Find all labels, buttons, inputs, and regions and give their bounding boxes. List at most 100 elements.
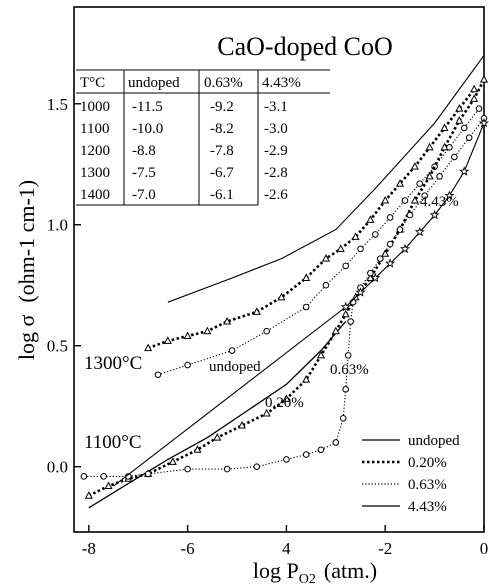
data-point	[262, 408, 271, 417]
x-axis-label-main: log P	[253, 558, 299, 583]
data-point	[351, 232, 360, 240]
x-tick-label: -6	[181, 539, 195, 558]
data-point	[302, 273, 311, 281]
data-point	[440, 142, 449, 151]
x-axis-label-sub: O2	[299, 572, 316, 585]
data-point	[395, 179, 405, 187]
data-point	[340, 301, 351, 312]
data-point	[237, 420, 246, 429]
data-point	[322, 281, 330, 289]
data-point	[144, 343, 153, 352]
data-point	[331, 326, 340, 335]
data-point	[460, 124, 468, 132]
table-cell: -3.1	[264, 99, 288, 115]
data-point	[321, 254, 330, 262]
data-point	[376, 255, 384, 262]
series-line	[83, 117, 485, 477]
annotation-1300c: 1300°C	[84, 353, 142, 374]
x-tick-label: 0	[480, 539, 489, 558]
series-layer	[80, 55, 489, 509]
data-point	[459, 166, 470, 176]
table-cell: -2.8	[264, 165, 288, 181]
data-point	[465, 134, 473, 141]
data-point	[223, 465, 231, 473]
series-line	[88, 79, 486, 497]
data-point	[410, 195, 419, 204]
table-cell: -10.0	[132, 121, 163, 137]
data-point	[154, 371, 162, 379]
data-point	[436, 173, 443, 180]
y-tick-label: 1.5	[47, 95, 68, 114]
data-point	[401, 197, 409, 204]
data-point	[386, 240, 394, 248]
annotation-443: 4.43%	[420, 194, 459, 210]
data-point	[470, 84, 479, 93]
data-point	[429, 209, 440, 220]
y-tick-label: 1.0	[47, 216, 68, 235]
data-point	[355, 287, 366, 297]
y-axis-label-main: log σ	[14, 315, 39, 361]
data-point	[252, 307, 261, 315]
data-point	[366, 215, 375, 223]
data-point	[282, 394, 291, 402]
data-point	[184, 465, 191, 473]
legend-label: 4.43%	[408, 499, 447, 515]
data-point	[475, 105, 483, 112]
legend-label: undoped	[408, 433, 460, 449]
y-tick-label: 0.5	[47, 337, 68, 356]
data-point	[440, 123, 449, 131]
data-point	[381, 249, 390, 257]
table-cell: -7.8	[210, 143, 234, 159]
series-line	[167, 55, 485, 303]
data-point	[144, 470, 152, 478]
data-point	[213, 433, 222, 441]
data-point	[263, 327, 270, 335]
table-header: T°C	[80, 75, 105, 91]
table-cell: -2.9	[264, 143, 288, 159]
data-point	[400, 243, 411, 254]
data-point	[203, 326, 212, 335]
data-point	[342, 262, 349, 270]
chart-title: CaO-doped CoO	[217, 32, 392, 61]
data-point	[444, 190, 455, 200]
data-point	[372, 231, 379, 238]
data-point	[451, 153, 458, 161]
data-point	[341, 309, 350, 318]
data-point	[367, 269, 374, 277]
data-point	[425, 171, 434, 180]
data-point	[316, 350, 326, 359]
data-point	[184, 361, 191, 369]
data-point	[396, 226, 404, 233]
data-point	[470, 94, 479, 102]
data-point	[455, 104, 464, 112]
table-cell: -8.2	[210, 121, 234, 137]
data-point	[425, 142, 434, 151]
table-cell: -7.0	[132, 187, 156, 203]
data-point	[332, 439, 340, 446]
data-point	[414, 226, 425, 237]
table-cell: -6.7	[210, 165, 234, 181]
data-point	[347, 318, 354, 325]
data-point	[410, 162, 419, 170]
x-tick-label: 4	[282, 539, 291, 558]
annotation-063: 0.63%	[330, 362, 369, 378]
table-header: 4.43%	[262, 75, 301, 91]
x-axis-label: log PO2 (atm.)	[253, 558, 377, 585]
legend-label: 0.63%	[408, 477, 447, 493]
data-point	[336, 244, 345, 252]
data-point	[421, 192, 429, 200]
series-line	[147, 88, 476, 350]
data-point	[100, 473, 107, 480]
table-cell: 1200	[80, 143, 110, 159]
data-point	[84, 491, 93, 499]
y-axis-label-unit: (ohm-1 cm-1)	[14, 180, 39, 303]
data-point	[381, 195, 390, 204]
legend: undoped 0.20% 0.63% 4.43%	[362, 433, 460, 515]
data-point	[385, 258, 396, 268]
y-tick-label: 0.0	[47, 458, 68, 477]
data-point	[370, 272, 381, 283]
table-header: undoped	[128, 75, 180, 91]
table-cell: 1100	[80, 121, 109, 137]
x-tick-label: -2	[378, 539, 392, 558]
